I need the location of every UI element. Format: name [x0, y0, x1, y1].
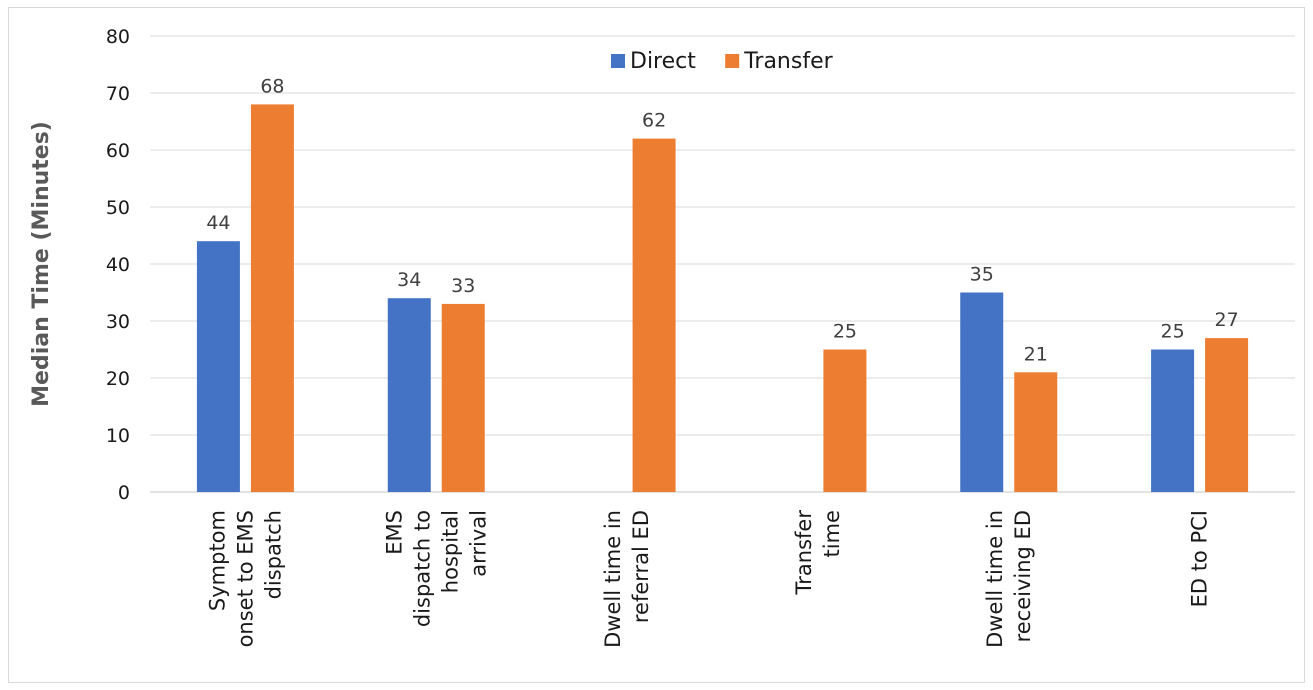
- data-label: 21: [1024, 343, 1048, 365]
- data-labels: 44 68 34 33 62 25 35 21 25 27: [206, 75, 1238, 365]
- y-tick-label: 20: [106, 368, 130, 390]
- bar-direct-4: [960, 292, 1004, 492]
- x-axis-categories: Symptom onset to EMS dispatch EMS dispatch t…: [205, 510, 1211, 648]
- y-axis-ticks: 0 10 20 30 40 50 60 70 80: [106, 26, 130, 504]
- y-tick-label: 10: [106, 425, 130, 447]
- gridlines: [150, 35, 1295, 493]
- data-label: 25: [833, 321, 857, 343]
- data-label: 68: [260, 75, 284, 97]
- bars: [196, 104, 1249, 493]
- category-label: Dwell time in: [983, 510, 1007, 648]
- category-label: time: [820, 510, 844, 557]
- y-tick-label: 70: [106, 83, 130, 105]
- category-label: referral ED: [629, 510, 653, 623]
- bar-transfer-2: [632, 138, 676, 492]
- category-label: Transfer: [792, 510, 816, 596]
- y-tick-label: 30: [106, 311, 130, 333]
- bar-direct-5: [1151, 349, 1195, 492]
- category-label: hospital: [438, 510, 462, 593]
- bar-transfer-1: [441, 303, 485, 492]
- category-label: receiving ED: [1011, 510, 1035, 642]
- legend: Direct Transfer: [611, 49, 834, 74]
- bar-transfer-4: [1014, 372, 1058, 492]
- data-label: 44: [206, 212, 230, 234]
- data-label: 33: [451, 275, 475, 297]
- legend-swatch-direct: [611, 54, 625, 68]
- bar-transfer-5: [1205, 338, 1249, 492]
- category-label: onset to EMS: [233, 510, 257, 647]
- legend-swatch-transfer: [725, 54, 740, 68]
- data-label: 35: [970, 264, 994, 286]
- category-label: arrival: [466, 510, 490, 577]
- category-label: EMS: [382, 510, 406, 555]
- y-tick-label: 50: [106, 197, 130, 219]
- bar-direct-1: [387, 298, 431, 492]
- bar-transfer-0: [250, 104, 294, 493]
- bar-transfer-3: [823, 349, 867, 492]
- y-axis-label: Median Time (Minutes): [29, 121, 54, 407]
- data-label: 34: [397, 269, 421, 291]
- category-label: ED to PCI: [1188, 510, 1212, 607]
- category-label: Symptom: [205, 510, 229, 611]
- data-label: 25: [1160, 321, 1184, 343]
- legend-label-direct: Direct: [630, 49, 696, 74]
- data-label: 62: [642, 110, 666, 132]
- bar-direct-0: [196, 241, 240, 492]
- category-label: dispatch: [261, 510, 285, 599]
- category-label: dispatch to: [410, 510, 434, 627]
- y-tick-label: 0: [118, 482, 130, 504]
- y-tick-label: 80: [106, 26, 130, 48]
- data-label: 27: [1214, 309, 1238, 331]
- y-tick-label: 40: [106, 254, 130, 276]
- legend-label-transfer: Transfer: [743, 49, 833, 74]
- y-tick-label: 60: [106, 140, 130, 162]
- category-label: Dwell time in: [601, 510, 625, 648]
